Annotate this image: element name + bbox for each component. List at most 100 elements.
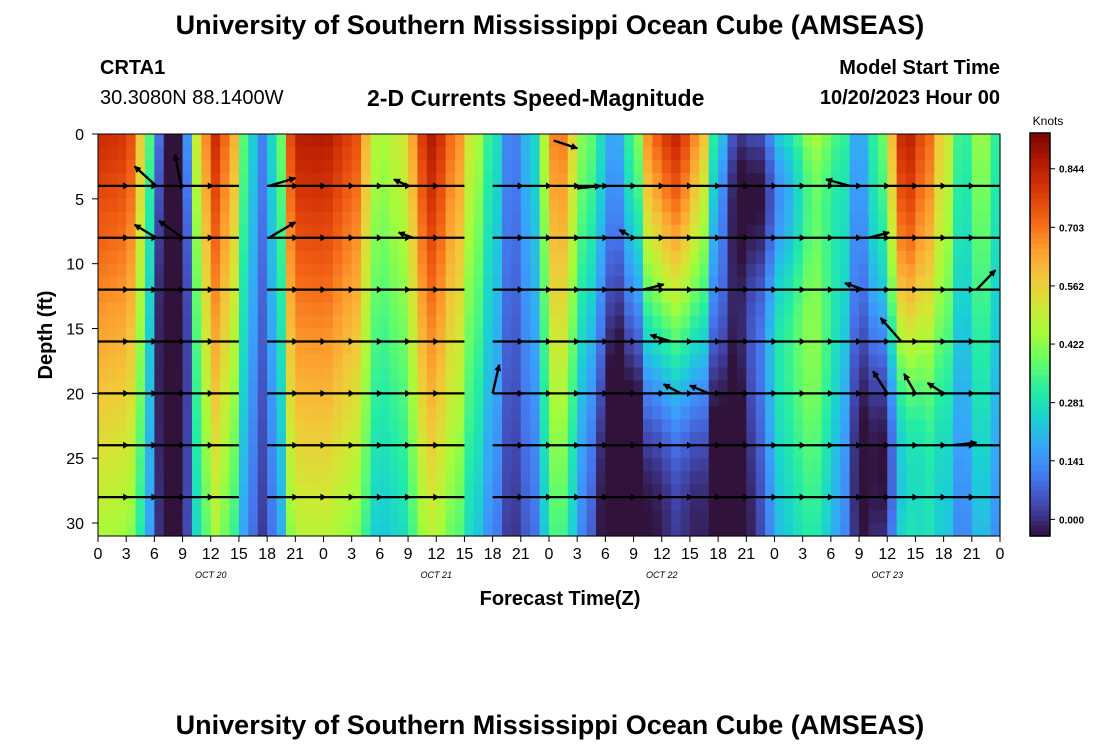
heatmap-cell bbox=[708, 510, 719, 524]
heatmap-cell bbox=[191, 523, 202, 537]
heatmap-cell bbox=[539, 393, 550, 407]
heatmap-cell bbox=[502, 341, 513, 356]
colorbar-swatch bbox=[1030, 153, 1050, 159]
heatmap-cell bbox=[633, 393, 644, 407]
heatmap-cell bbox=[342, 263, 353, 278]
heatmap-cell bbox=[257, 159, 268, 174]
colorbar-swatch bbox=[1030, 349, 1050, 356]
heatmap-cell bbox=[342, 185, 353, 200]
heatmap-cell bbox=[361, 393, 372, 407]
heatmap-cell bbox=[295, 497, 306, 511]
heatmap-cell bbox=[840, 315, 851, 330]
heatmap-cell bbox=[502, 432, 513, 446]
vector-tick bbox=[574, 493, 581, 501]
vector-tick bbox=[968, 337, 975, 345]
heatmap-cell bbox=[727, 224, 738, 239]
heatmap-cell bbox=[389, 354, 400, 369]
heatmap-cell bbox=[107, 185, 118, 200]
heatmap-cell bbox=[783, 276, 794, 291]
heatmap-cell bbox=[614, 354, 625, 369]
heatmap-cell bbox=[332, 471, 343, 485]
vector-tick bbox=[743, 337, 750, 345]
heatmap-cell bbox=[671, 289, 682, 304]
heatmap-cell bbox=[605, 250, 616, 265]
heatmap-cell bbox=[586, 497, 597, 511]
heatmap-cell bbox=[586, 419, 597, 433]
heatmap-cell bbox=[379, 393, 390, 407]
heatmap-cell bbox=[906, 211, 917, 226]
x-tick-label: 18 bbox=[258, 546, 276, 563]
heatmap-cell bbox=[718, 406, 729, 420]
x-tick-label: 15 bbox=[456, 546, 474, 563]
heatmap-cell bbox=[624, 445, 635, 459]
vector-tick bbox=[151, 286, 158, 294]
current-arrow bbox=[268, 221, 297, 239]
heatmap-cell bbox=[248, 146, 259, 161]
heatmap-cell bbox=[154, 497, 165, 511]
heatmap-cell bbox=[981, 172, 992, 187]
heatmap-cell bbox=[98, 159, 108, 174]
y-tick-label: 10 bbox=[66, 257, 84, 274]
heatmap-cell bbox=[398, 406, 409, 420]
heatmap-cell bbox=[144, 250, 155, 265]
heatmap-cell bbox=[981, 289, 992, 304]
heatmap-cell bbox=[689, 172, 700, 187]
heatmap-cell bbox=[304, 406, 315, 420]
heatmap-cell bbox=[802, 146, 813, 161]
heatmap-cell bbox=[849, 328, 860, 343]
heatmap-cell bbox=[680, 198, 691, 213]
heatmap-cell bbox=[332, 289, 343, 304]
vector-tick bbox=[376, 182, 383, 190]
heatmap-cell bbox=[342, 315, 353, 330]
heatmap-cell bbox=[567, 354, 578, 369]
heatmap-cell bbox=[577, 510, 588, 524]
heatmap-cell bbox=[605, 341, 616, 356]
heatmap-cell bbox=[595, 341, 606, 356]
vector-tick bbox=[940, 234, 947, 242]
heatmap-cell bbox=[718, 250, 729, 265]
heatmap-cell bbox=[689, 393, 700, 407]
heatmap-cell bbox=[567, 134, 578, 148]
heatmap-cell bbox=[257, 471, 268, 485]
heatmap-cell bbox=[971, 146, 982, 161]
colorbar-swatch bbox=[1030, 213, 1050, 220]
heatmap-cell bbox=[361, 510, 372, 524]
colorbar-swatch bbox=[1030, 530, 1050, 537]
heatmap-cell bbox=[116, 276, 127, 291]
heatmap-cell bbox=[915, 159, 926, 174]
heatmap-cell bbox=[953, 471, 964, 485]
heatmap-cell bbox=[840, 471, 851, 485]
heatmap-cell bbox=[605, 393, 616, 407]
heatmap-cell bbox=[173, 380, 184, 394]
heatmap-cell bbox=[126, 263, 137, 278]
heatmap-cell bbox=[896, 185, 907, 200]
heatmap-cell bbox=[473, 159, 484, 174]
heatmap-cell bbox=[304, 484, 315, 498]
heatmap-cell bbox=[812, 354, 823, 369]
heatmap-cell bbox=[417, 224, 428, 239]
heatmap-cell bbox=[567, 445, 578, 459]
heatmap-cell bbox=[934, 510, 945, 524]
heatmap-cell bbox=[163, 393, 174, 407]
heatmap-cell bbox=[502, 198, 513, 213]
heatmap-cell bbox=[990, 185, 1001, 200]
vector-tick bbox=[348, 389, 355, 397]
heatmap-cell bbox=[567, 497, 578, 511]
vector-tick bbox=[940, 286, 947, 294]
vector-tick bbox=[574, 234, 581, 242]
heatmap-cell bbox=[924, 276, 935, 291]
heatmap-cell bbox=[276, 276, 287, 291]
heatmap-cell bbox=[708, 237, 719, 252]
heatmap-cell bbox=[586, 263, 597, 278]
heatmap-cell bbox=[323, 367, 334, 381]
heatmap-cell bbox=[520, 172, 531, 187]
heatmap-cell bbox=[896, 432, 907, 446]
heatmap-cell bbox=[793, 302, 804, 317]
heatmap-cell bbox=[849, 198, 860, 213]
heatmap-cell bbox=[971, 263, 982, 278]
heatmap-cell bbox=[220, 198, 231, 213]
heatmap-cell bbox=[774, 250, 785, 265]
heatmap-cell bbox=[201, 172, 212, 187]
heatmap-cell bbox=[981, 354, 992, 369]
heatmap-cell bbox=[793, 276, 804, 291]
